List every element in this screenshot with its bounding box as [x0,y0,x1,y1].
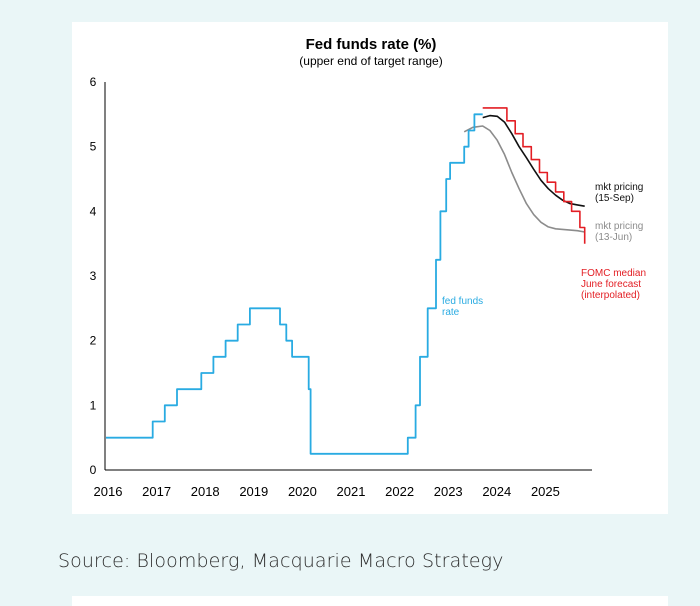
fed-funds-chart: Fed funds rate (%) (upper end of target … [90,36,646,499]
series-line-1 [482,114,585,207]
series-lines [106,107,586,455]
x-tick-label: 2020 [288,484,317,499]
series-label: (13-Jun) [595,232,632,243]
x-tick-label: 2024 [482,484,511,499]
series-label: June forecast [581,279,641,290]
chart-title: Fed funds rate (%) [306,36,437,53]
x-tick-label: 2016 [94,484,123,499]
y-tick-label: 3 [90,269,97,283]
x-tick-label: 2022 [385,484,414,499]
series-label: rate [442,307,460,318]
x-tick-labels: 2016 2017 2018 2019 2020 2021 2022 2023 2024 2025 [94,484,560,499]
y-tick-label: 0 [90,463,97,477]
series-line-0 [106,113,483,455]
chart-card: Fed funds rate (%) (upper end of target … [72,22,668,514]
series-label: (interpolated) [581,290,640,301]
x-tick-label: 2019 [239,484,268,499]
x-tick-label: 2017 [142,484,171,499]
next-card-edge [72,596,668,606]
x-tick-label: 2025 [531,484,560,499]
y-tick-label: 5 [90,140,97,154]
y-tick-label: 2 [90,334,97,348]
source-caption: Source: Bloomberg, Macquarie Macro Strat… [58,550,504,572]
y-tick-labels: 0 1 2 3 4 5 6 [90,75,97,477]
x-tick-label: 2023 [434,484,463,499]
y-tick-label: 1 [90,398,97,412]
series-line-3 [482,107,586,244]
series-label: (15-Sep) [595,193,634,204]
y-tick-label: 6 [90,75,97,89]
series-label: mkt pricing [595,182,643,193]
series-label: FOMC median [581,268,646,279]
y-tick-label: 4 [90,204,97,218]
x-tick-label: 2018 [191,484,220,499]
series-label: fed funds [442,296,483,307]
series-line-2 [463,125,585,233]
x-tick-label: 2021 [337,484,366,499]
chart-subtitle: (upper end of target range) [299,54,442,68]
series-label: mkt pricing [595,221,643,232]
